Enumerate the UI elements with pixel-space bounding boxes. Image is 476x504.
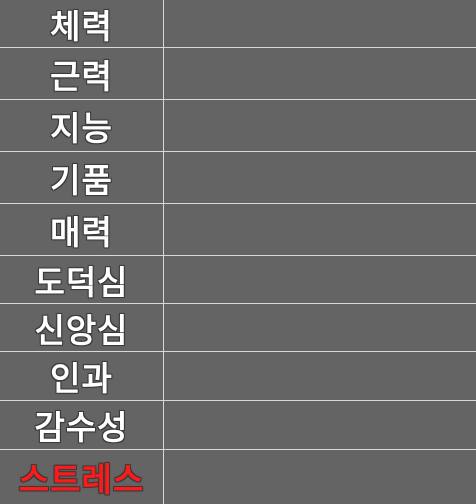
stat-label-karma: 인과 <box>0 352 164 400</box>
stat-label-stress: 스트레스 <box>0 450 164 504</box>
stat-value-faith <box>164 304 476 351</box>
stat-value-sensitivity <box>164 401 476 449</box>
stat-row-stamina: 체력 <box>0 0 476 47</box>
stat-row-sensitivity: 감수성 <box>0 400 476 449</box>
stat-row-strength: 근력 <box>0 47 476 99</box>
stat-label-intelligence: 지능 <box>0 100 164 151</box>
stat-row-charm: 매력 <box>0 203 476 255</box>
stat-value-charm <box>164 204 476 255</box>
stat-row-morality: 도덕심 <box>0 255 476 303</box>
stat-label-strength: 근력 <box>0 48 164 99</box>
stat-label-grace: 기품 <box>0 152 164 203</box>
stat-value-intelligence <box>164 100 476 151</box>
stat-value-strength <box>164 48 476 99</box>
stat-value-stress <box>164 450 476 504</box>
stat-value-karma <box>164 352 476 400</box>
stat-row-karma: 인과 <box>0 351 476 400</box>
stat-label-sensitivity: 감수성 <box>0 401 164 449</box>
stat-label-stamina: 체력 <box>0 0 164 47</box>
stat-row-stress: 스트레스 <box>0 449 476 504</box>
stat-value-grace <box>164 152 476 203</box>
stat-label-morality: 도덕심 <box>0 256 164 303</box>
stat-label-charm: 매력 <box>0 204 164 255</box>
stat-label-faith: 신앙심 <box>0 304 164 351</box>
stat-row-grace: 기품 <box>0 151 476 203</box>
stat-row-faith: 신앙심 <box>0 303 476 351</box>
stat-value-stamina <box>164 0 476 47</box>
stat-value-morality <box>164 256 476 303</box>
stat-row-intelligence: 지능 <box>0 99 476 151</box>
